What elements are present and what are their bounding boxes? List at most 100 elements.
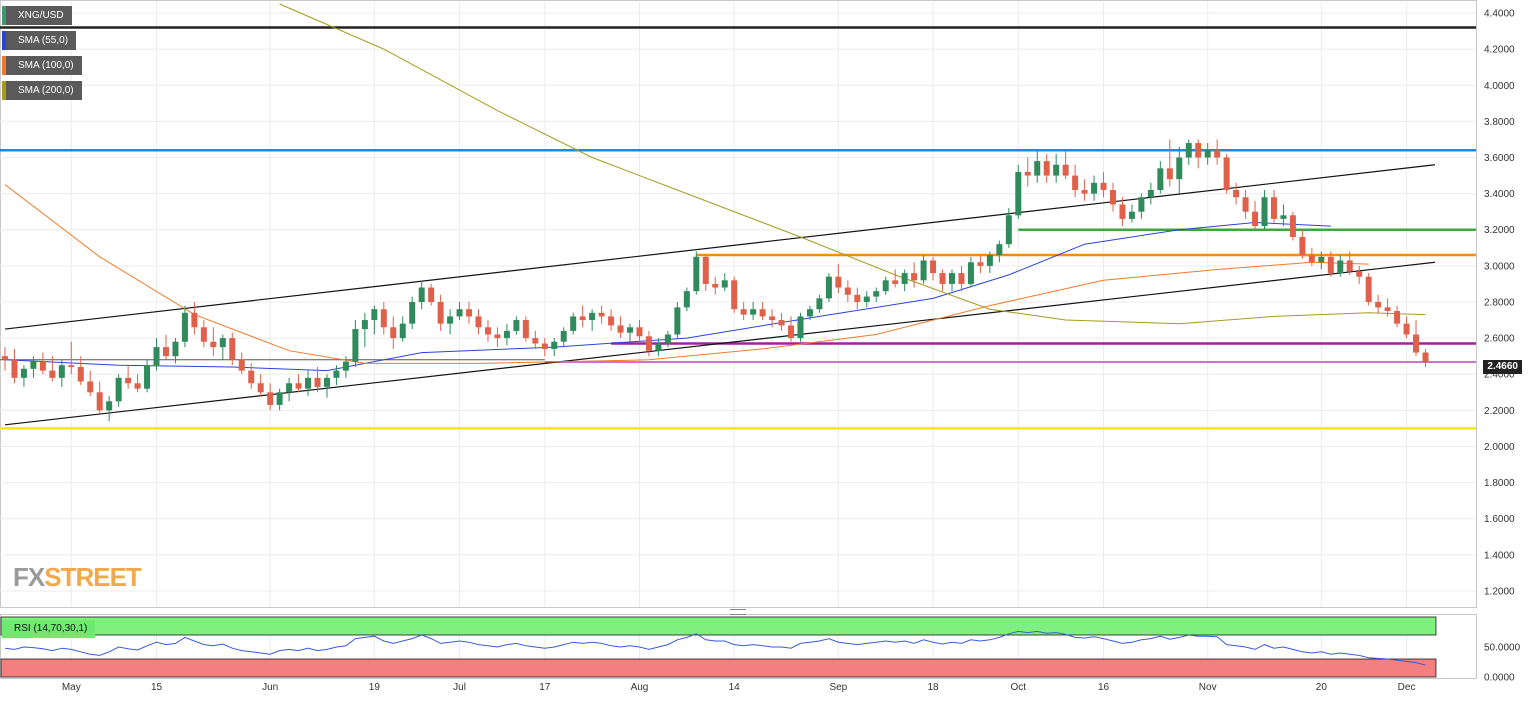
candle[interactable]: [125, 365, 132, 389]
candle[interactable]: [816, 294, 823, 313]
candle[interactable]: [750, 301, 757, 321]
candle[interactable]: [333, 365, 340, 386]
candle[interactable]: [11, 348, 18, 384]
candle[interactable]: [1261, 190, 1268, 230]
candle[interactable]: [144, 359, 151, 393]
candle[interactable]: [598, 305, 605, 324]
candle[interactable]: [2, 347, 8, 371]
candle[interactable]: [1422, 348, 1429, 367]
candle[interactable]: [1081, 179, 1088, 201]
candle[interactable]: [1005, 208, 1012, 248]
candle[interactable]: [181, 305, 188, 348]
candle[interactable]: [930, 256, 937, 281]
candle[interactable]: [740, 301, 747, 321]
candle[interactable]: [106, 395, 113, 422]
candle[interactable]: [162, 334, 169, 360]
candle[interactable]: [702, 255, 709, 292]
candle[interactable]: [1375, 294, 1382, 313]
candle[interactable]: [1308, 247, 1315, 266]
candle[interactable]: [759, 301, 766, 321]
candle[interactable]: [1138, 193, 1145, 219]
candle[interactable]: [1299, 229, 1306, 259]
candle[interactable]: [1394, 305, 1401, 328]
candle[interactable]: [475, 309, 482, 335]
candle[interactable]: [920, 255, 927, 284]
candle[interactable]: [1318, 251, 1325, 270]
candle[interactable]: [267, 383, 274, 411]
candle[interactable]: [1024, 157, 1031, 187]
candle[interactable]: [731, 276, 738, 313]
candle[interactable]: [49, 356, 56, 382]
candle[interactable]: [380, 301, 387, 335]
legend-sma-200[interactable]: SMA (200,0): [2, 81, 82, 100]
candle[interactable]: [466, 301, 473, 324]
candle[interactable]: [295, 374, 302, 393]
candle[interactable]: [437, 294, 444, 331]
candle[interactable]: [996, 240, 1003, 263]
pane-resize-handle[interactable]: [730, 609, 746, 615]
candle[interactable]: [286, 377, 293, 402]
candle[interactable]: [986, 251, 993, 274]
candle[interactable]: [949, 269, 955, 292]
candle[interactable]: [1119, 197, 1126, 227]
candle[interactable]: [96, 381, 103, 414]
candle[interactable]: [645, 330, 652, 357]
candle[interactable]: [399, 316, 406, 342]
candle[interactable]: [305, 370, 312, 396]
candle[interactable]: [352, 320, 359, 367]
candle[interactable]: [503, 323, 510, 346]
candle[interactable]: [1166, 139, 1173, 187]
candle[interactable]: [409, 296, 416, 330]
candle[interactable]: [1403, 316, 1410, 339]
candle[interactable]: [806, 305, 813, 321]
candle[interactable]: [1204, 143, 1211, 165]
candle[interactable]: [1252, 200, 1259, 230]
candle[interactable]: [418, 280, 425, 310]
candle[interactable]: [1365, 273, 1372, 306]
candle[interactable]: [191, 301, 198, 335]
candle[interactable]: [844, 280, 851, 302]
candle[interactable]: [958, 265, 965, 292]
candle[interactable]: [863, 291, 870, 308]
candle[interactable]: [484, 320, 491, 342]
candle[interactable]: [20, 365, 27, 387]
candle[interactable]: [200, 320, 207, 348]
candle[interactable]: [87, 370, 94, 396]
candle[interactable]: [882, 276, 889, 295]
candle[interactable]: [39, 352, 46, 375]
candle[interactable]: [30, 356, 37, 378]
candle[interactable]: [1223, 153, 1230, 194]
candle[interactable]: [683, 287, 690, 312]
candle[interactable]: [1109, 182, 1116, 212]
candle[interactable]: [769, 309, 776, 328]
candle[interactable]: [1185, 139, 1192, 165]
candle[interactable]: [693, 251, 700, 295]
candle[interactable]: [579, 305, 586, 328]
candle[interactable]: [172, 338, 179, 364]
candle[interactable]: [825, 273, 832, 302]
candle[interactable]: [494, 327, 501, 348]
candle[interactable]: [1034, 150, 1041, 183]
candle[interactable]: [1062, 150, 1069, 180]
candle[interactable]: [1091, 175, 1098, 201]
legend-sma-55[interactable]: SMA (55,0): [2, 31, 77, 50]
candle[interactable]: [939, 269, 946, 292]
candle[interactable]: [608, 309, 615, 331]
candle[interactable]: [115, 374, 122, 407]
candle[interactable]: [1280, 204, 1287, 227]
candle[interactable]: [664, 330, 671, 348]
candle[interactable]: [1015, 164, 1022, 219]
candle[interactable]: [873, 287, 880, 302]
candle[interactable]: [1270, 190, 1277, 223]
candle[interactable]: [1157, 161, 1164, 194]
candle[interactable]: [674, 301, 681, 339]
candle[interactable]: [551, 338, 558, 357]
candle[interactable]: [854, 287, 861, 310]
candle[interactable]: [513, 316, 520, 335]
candle[interactable]: [911, 262, 918, 288]
candle[interactable]: [1195, 139, 1202, 169]
legend-sma-100[interactable]: SMA (100,0): [2, 56, 82, 75]
candle[interactable]: [1072, 164, 1079, 198]
candle[interactable]: [589, 309, 596, 331]
candle[interactable]: [134, 374, 141, 393]
